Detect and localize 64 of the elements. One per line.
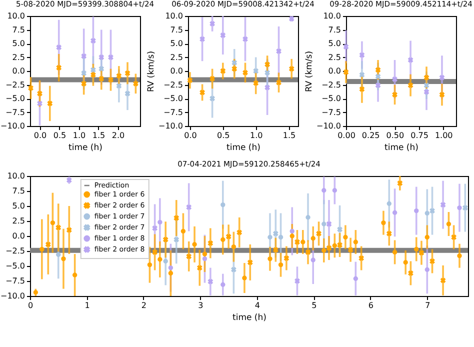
x-tick-label: 1.00 <box>434 131 453 140</box>
y-tick-label: 10.0 <box>7 172 25 180</box>
y-tick-label: −2.5 <box>322 80 341 90</box>
y-tick-label: −5.0 <box>6 262 25 270</box>
y-tick-label: −7.5 <box>6 108 25 117</box>
y-tick-label: −2.5 <box>6 246 25 256</box>
y-tick-label: −10.0 <box>0 122 25 130</box>
y-tick-label: 10.0 <box>7 12 25 20</box>
x-tick-label: 1.0 <box>72 131 86 140</box>
y-tick-label: 7.5 <box>170 25 183 34</box>
x-tick-label: 2.0 <box>112 131 125 140</box>
y-tick-label: −10.0 <box>0 292 25 300</box>
x-tick-label: 0.5 <box>217 131 230 140</box>
x-tick-label: 6 <box>368 301 374 310</box>
y-tick-label: −2.5 <box>164 80 183 90</box>
x-tick-label: 0.5 <box>53 131 66 140</box>
x-tick-label: 1 <box>84 301 90 310</box>
x-tick-label: 5 <box>312 301 317 310</box>
x-tick-label: 0.75 <box>410 131 428 140</box>
x-axis-title: time (h) <box>68 143 102 153</box>
x-axis-title: time (h) <box>226 143 260 153</box>
y-tick-label: 10.0 <box>323 12 341 20</box>
x-tick-label: 0.0 <box>34 131 47 140</box>
y-tick-label: 2.5 <box>12 216 25 226</box>
y-tick-label: −2.5 <box>6 80 25 90</box>
x-tick-label: 0 <box>28 301 34 310</box>
x-tick-label: 4 <box>254 301 260 310</box>
y-tick-label: 2.5 <box>328 52 341 62</box>
y-tick-label: −7.5 <box>322 108 341 117</box>
y-tick-label: −7.5 <box>164 108 183 117</box>
y-tick-label: −10.0 <box>158 122 183 130</box>
x-axis-title: time (h) <box>384 143 418 153</box>
x-tick-label: 0.50 <box>386 131 404 140</box>
y-tick-label: 7.5 <box>12 186 25 196</box>
x-tick-label: 3 <box>198 301 204 310</box>
y-tick-label: 0.0 <box>12 66 25 76</box>
y-tick-label: −10.0 <box>316 122 341 130</box>
x-axis-title: time (h) <box>232 313 266 323</box>
x-tick-label: 1.5 <box>92 131 106 140</box>
y-tick-label: 5.0 <box>170 39 183 48</box>
y-axis-title: RV (km/s) <box>304 50 314 92</box>
y-tick-label: −7.5 <box>6 276 25 286</box>
y-tick-label: 2.5 <box>170 52 183 62</box>
y-tick-label: 2.5 <box>12 52 25 62</box>
y-tick-label: 7.5 <box>328 25 341 34</box>
x-tick-label: 2 <box>141 301 147 310</box>
y-tick-label: 10.0 <box>165 12 183 20</box>
x-tick-label: 1.0 <box>250 131 263 140</box>
x-tick-label: 7 <box>425 301 430 310</box>
x-tick-label: 0.0 <box>184 131 197 140</box>
y-tick-label: 7.5 <box>12 25 25 34</box>
y-tick-label: −5.0 <box>164 94 183 103</box>
y-axis-title: RV (km/s) <box>146 50 156 92</box>
y-tick-label: 5.0 <box>328 39 341 48</box>
y-tick-label: 0.0 <box>12 232 25 240</box>
y-tick-label: 5.0 <box>12 202 25 210</box>
y-tick-label: 5.0 <box>12 39 25 48</box>
x-tick-label: 1.5 <box>282 131 296 140</box>
y-tick-label: −5.0 <box>322 94 341 103</box>
y-tick-label: 0.0 <box>170 66 183 76</box>
x-tick-label: 0.25 <box>362 131 380 140</box>
x-tick-label: 0.00 <box>338 131 356 140</box>
y-tick-label: −5.0 <box>6 94 25 103</box>
y-tick-label: 0.0 <box>328 66 341 76</box>
